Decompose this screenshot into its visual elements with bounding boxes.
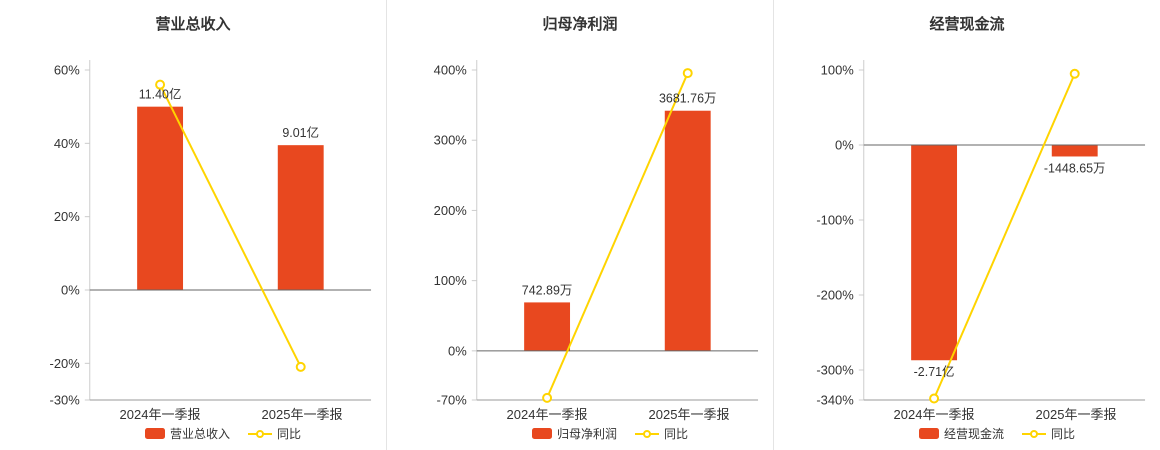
line-marker-icon: [643, 429, 651, 438]
yoy-line-point[interactable]: [929, 393, 940, 404]
chart-plot-net-profit: 400% 300% 200% 100% 0% -70% 742.89万 3681.76万: [434, 60, 759, 408]
line-marker-icon: [256, 429, 264, 438]
yoy-line-point[interactable]: [155, 79, 166, 90]
legend-item-line[interactable]: 同比: [1022, 425, 1075, 442]
bar-swatch-icon: [144, 428, 165, 439]
legend: 经营现金流 同比: [844, 425, 1150, 442]
line-marker-icon: [1030, 429, 1038, 438]
bar[interactable]: [137, 106, 184, 291]
y-tick-label: 100%: [821, 62, 855, 77]
x-axis-label: 2024年一季报: [506, 407, 588, 422]
y-tick-label: 400%: [434, 62, 468, 77]
bar-value-label: 9.01亿: [282, 125, 319, 140]
bar[interactable]: [911, 145, 958, 361]
line-swatch-icon: [635, 429, 659, 439]
x-axis-label: 2024年一季报: [893, 407, 975, 422]
chart-plot-cash-flow: 100% 0% -100% -200% -300% -340% -2.71亿 -1448.65…: [816, 60, 1146, 408]
y-tick-label: 20%: [54, 209, 80, 224]
legend-label: 同比: [1051, 427, 1076, 441]
chart-title: 归母净利润: [542, 16, 618, 33]
bar-value-label: -1448.65万: [1044, 161, 1106, 175]
bar-value-label: 742.89万: [522, 283, 573, 297]
chart-plot-revenue: 60% 40% 20% 0% -20% -30% 11.40亿 9.01亿: [50, 60, 372, 408]
y-tick-label: -30%: [50, 392, 81, 407]
y-tick-label: 0%: [448, 343, 467, 358]
y-tick-label: -200%: [816, 287, 854, 302]
y-tick-label: -300%: [816, 362, 854, 377]
chart-panel-net-profit: 归母净利润 400% 300% 200% 100% 0% -70% 742.89万 3681.…: [386, 0, 773, 450]
y-tick-label: -100%: [816, 212, 854, 227]
legend-label: 营业总收入: [169, 427, 230, 441]
yoy-line: [933, 73, 1076, 399]
legend: 归母净利润 同比: [457, 425, 763, 442]
legend: 营业总收入 同比: [70, 425, 376, 442]
legend-label: 经营现金流: [943, 427, 1004, 441]
legend-label: 同比: [277, 427, 302, 441]
yoy-line-point[interactable]: [295, 361, 306, 372]
yoy-line: [159, 84, 302, 368]
legend-label: 归母净利润: [556, 427, 617, 441]
legend-label: 同比: [664, 427, 689, 441]
chart-panel-cash-flow: 经营现金流 100% 0% -100% -200% -300% -340% -2.71亿 -1…: [773, 0, 1160, 450]
y-tick-label: -70%: [437, 392, 468, 407]
bar-swatch-icon: [918, 428, 939, 439]
yoy-line-point[interactable]: [1069, 68, 1080, 79]
bar-swatch-icon: [531, 428, 552, 439]
bar[interactable]: [1051, 145, 1098, 157]
y-tick-label: 200%: [434, 203, 468, 218]
line-swatch-icon: [248, 429, 272, 439]
x-axis-label: 2025年一季报: [1035, 407, 1117, 422]
y-tick-label: 0%: [835, 137, 854, 152]
bar[interactable]: [524, 302, 571, 351]
chart-title: 营业总收入: [155, 16, 231, 33]
y-tick-label: 60%: [54, 62, 80, 77]
y-tick-label: 100%: [434, 273, 468, 288]
legend-item-line[interactable]: 同比: [248, 425, 301, 442]
chart-panel-revenue: 营业总收入 60% 40% 20% 0% -20% -30% 11.40亿 9.01亿 202…: [0, 0, 386, 450]
line-swatch-icon: [1022, 429, 1046, 439]
legend-item-bar[interactable]: 归母净利润: [531, 425, 617, 442]
y-tick-label: -20%: [50, 356, 81, 371]
legend-item-line[interactable]: 同比: [635, 425, 688, 442]
legend-item-bar[interactable]: 经营现金流: [918, 425, 1004, 442]
yoy-line: [546, 72, 689, 399]
chart-title: 经营现金流: [929, 16, 1005, 33]
bar-value-label: 11.40亿: [139, 87, 182, 102]
x-axis-label: 2024年一季报: [119, 407, 201, 422]
legend-item-bar[interactable]: 营业总收入: [144, 425, 230, 442]
bar[interactable]: [277, 145, 324, 290]
y-tick-label: 0%: [61, 282, 80, 297]
yoy-line-point[interactable]: [682, 68, 693, 79]
bar-value-label: -2.71亿: [914, 364, 955, 379]
y-tick-label: 40%: [54, 136, 80, 151]
bar[interactable]: [664, 110, 711, 351]
bar-value-label: 3681.76万: [659, 92, 716, 106]
x-axis-label: 2025年一季报: [261, 407, 343, 422]
yoy-line-point[interactable]: [542, 392, 553, 403]
x-axis-label: 2025年一季报: [648, 407, 730, 422]
y-tick-label: -340%: [816, 392, 854, 407]
y-tick-label: 300%: [434, 133, 468, 148]
